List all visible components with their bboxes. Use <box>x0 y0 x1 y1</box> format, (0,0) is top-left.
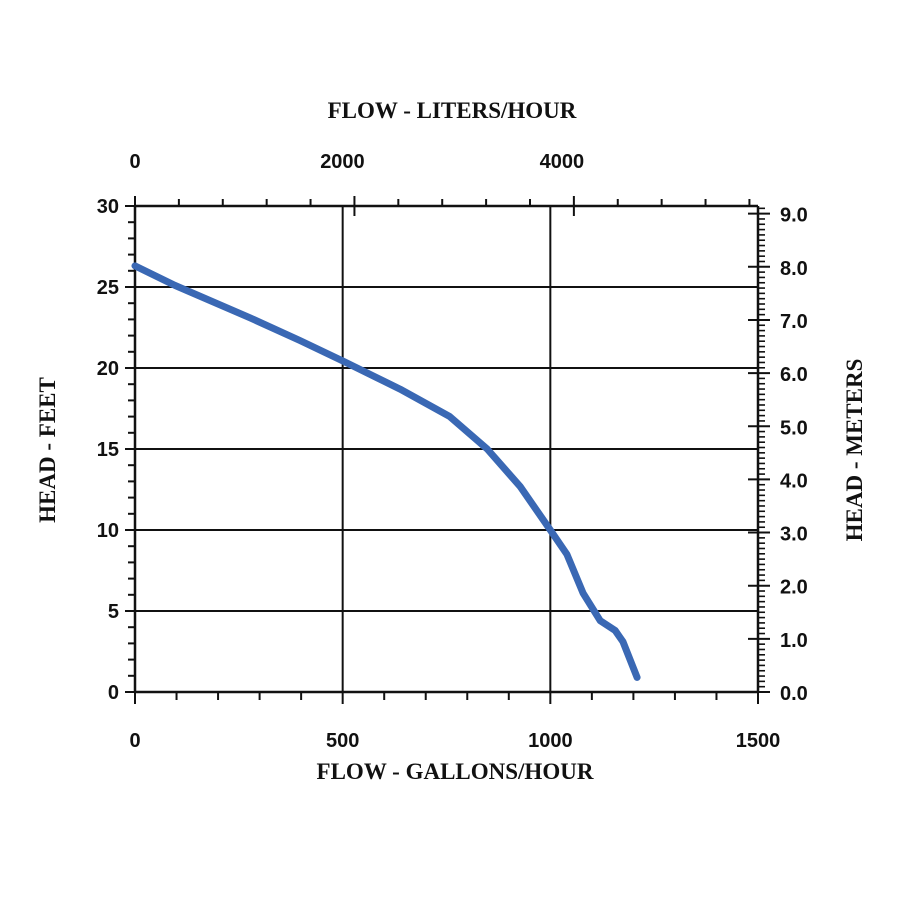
top-tick-label: 0 <box>129 151 140 173</box>
y-tick-label: 30 <box>97 196 119 218</box>
x-tick-label: 500 <box>326 730 359 752</box>
y2-tick-label: 0.0 <box>780 683 808 705</box>
axes: 0 5 10 15 20 25 30 0 500 1000 1500 0 2000 4000 0.0 1.0 2… <box>97 151 808 752</box>
grid-lines <box>135 206 758 692</box>
x-tick-label: 1500 <box>736 730 781 752</box>
y2-tick-label: 1.0 <box>780 630 808 652</box>
y2-tick-label: 4.0 <box>780 470 808 492</box>
top-tick-label: 2000 <box>320 151 365 173</box>
y-tick-label: 15 <box>97 439 119 461</box>
y-tick-label: 5 <box>108 601 119 623</box>
y2-tick-label: 7.0 <box>780 311 808 333</box>
pump-curve-line <box>131 262 641 681</box>
axis-labels: FLOW - LITERS/HOUR FLOW - GALLONS/HOUR H… <box>35 98 867 784</box>
x-axis-title: FLOW - GALLONS/HOUR <box>317 759 594 784</box>
x-tick-label: 0 <box>129 730 140 752</box>
top-axis-title: FLOW - LITERS/HOUR <box>328 98 577 123</box>
y-tick-label: 0 <box>108 682 119 704</box>
y2-tick-label: 6.0 <box>780 364 808 386</box>
y2-tick-label: 3.0 <box>780 524 808 546</box>
y2-tick-label: 2.0 <box>780 577 808 599</box>
y-axis-title: HEAD - FEET <box>35 377 60 523</box>
y-tick-label: 20 <box>97 358 119 380</box>
x-tick-label: 1000 <box>528 730 573 752</box>
y2-tick-label: 9.0 <box>780 205 808 227</box>
y2-axis-title: HEAD - METERS <box>842 359 867 542</box>
y-tick-label: 25 <box>97 277 119 299</box>
y-tick-label: 10 <box>97 520 119 542</box>
top-tick-label: 4000 <box>540 151 585 173</box>
data-series <box>131 262 641 681</box>
y2-tick-label: 8.0 <box>780 258 808 280</box>
y2-tick-label: 5.0 <box>780 417 808 439</box>
